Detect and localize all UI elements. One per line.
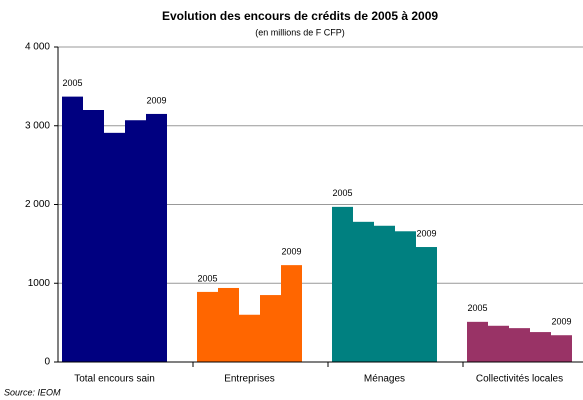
bar bbox=[374, 225, 395, 362]
bar bbox=[488, 325, 509, 362]
bar-annotation: 2009 bbox=[551, 317, 571, 327]
chart-subtitle: (en millions de F CFP) bbox=[255, 27, 345, 37]
bar-annotation: 2009 bbox=[416, 228, 436, 238]
bar bbox=[353, 221, 374, 362]
y-tick-label: 1000 bbox=[28, 278, 51, 289]
x-tick-label: Entreprises bbox=[224, 374, 275, 385]
source: Source: IEOM bbox=[4, 387, 61, 397]
bar bbox=[509, 328, 530, 362]
bar bbox=[395, 231, 416, 362]
bar bbox=[260, 295, 281, 362]
x-tick-label: Total encours sain bbox=[74, 374, 155, 385]
bar-annotation: 2005 bbox=[467, 303, 487, 313]
bar bbox=[125, 120, 146, 362]
bar bbox=[239, 314, 260, 362]
bar bbox=[62, 96, 83, 363]
bar-annotation: 2005 bbox=[332, 188, 352, 198]
bar bbox=[530, 332, 551, 362]
bar bbox=[218, 287, 239, 362]
bar bbox=[281, 265, 302, 362]
bar bbox=[467, 321, 488, 362]
x-tick-label: Collectivités locales bbox=[476, 374, 563, 385]
bar-annotation: 2009 bbox=[281, 247, 301, 257]
bar-annotation: 2005 bbox=[62, 78, 82, 88]
y-tick-label: 2 000 bbox=[25, 199, 50, 210]
bar bbox=[104, 132, 125, 362]
bar bbox=[146, 113, 167, 362]
bar bbox=[197, 291, 218, 362]
bar-annotation: 2005 bbox=[197, 273, 217, 283]
y-tick-label: 3 000 bbox=[25, 120, 50, 131]
y-tick-label: 0 bbox=[44, 357, 50, 368]
bar bbox=[416, 247, 437, 362]
y-tick-label: 4 000 bbox=[25, 42, 50, 53]
bar bbox=[551, 335, 572, 362]
bar-annotation: 2009 bbox=[146, 95, 166, 105]
x-tick-label: Ménages bbox=[364, 374, 405, 385]
bar bbox=[332, 206, 353, 362]
chart-title: Evolution des encours de crédits de 2005… bbox=[162, 9, 438, 23]
bar bbox=[83, 110, 104, 362]
